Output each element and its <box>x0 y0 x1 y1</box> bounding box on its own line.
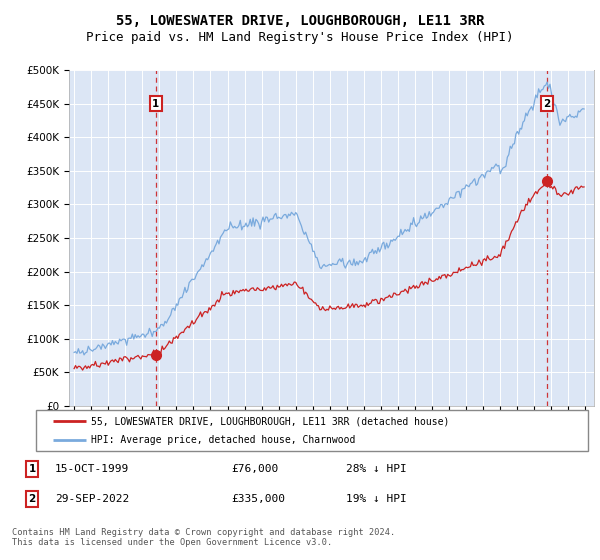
Text: 28% ↓ HPI: 28% ↓ HPI <box>346 464 407 474</box>
Text: 1: 1 <box>29 464 36 474</box>
Text: 29-SEP-2022: 29-SEP-2022 <box>55 494 130 504</box>
Text: 1: 1 <box>152 99 160 109</box>
Text: £76,000: £76,000 <box>231 464 278 474</box>
Text: Price paid vs. HM Land Registry's House Price Index (HPI): Price paid vs. HM Land Registry's House … <box>86 31 514 44</box>
Text: 19% ↓ HPI: 19% ↓ HPI <box>346 494 407 504</box>
Text: 2: 2 <box>544 99 551 109</box>
Text: Contains HM Land Registry data © Crown copyright and database right 2024.
This d: Contains HM Land Registry data © Crown c… <box>12 528 395 547</box>
Text: 55, LOWESWATER DRIVE, LOUGHBOROUGH, LE11 3RR (detached house): 55, LOWESWATER DRIVE, LOUGHBOROUGH, LE11… <box>91 417 449 426</box>
Text: 55, LOWESWATER DRIVE, LOUGHBOROUGH, LE11 3RR: 55, LOWESWATER DRIVE, LOUGHBOROUGH, LE11… <box>116 14 484 28</box>
Text: 15-OCT-1999: 15-OCT-1999 <box>55 464 130 474</box>
Text: 2: 2 <box>29 494 36 504</box>
Text: £335,000: £335,000 <box>231 494 285 504</box>
Text: HPI: Average price, detached house, Charnwood: HPI: Average price, detached house, Char… <box>91 435 356 445</box>
